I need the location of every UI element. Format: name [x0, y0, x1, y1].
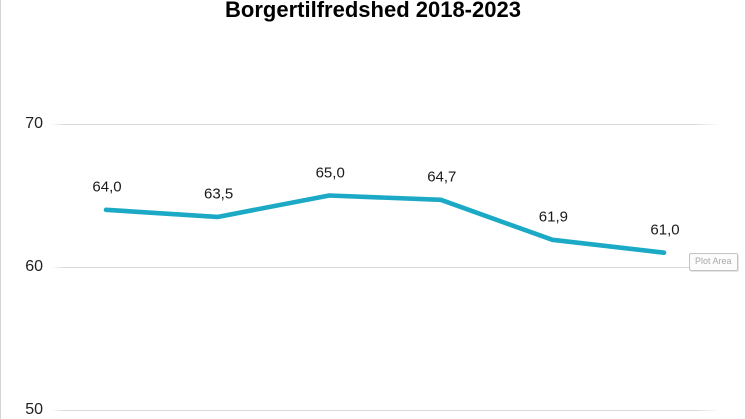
- y-axis-tick-label: 70: [25, 115, 43, 132]
- data-label: 65,0: [315, 164, 345, 181]
- data-label: 61,9: [538, 208, 568, 226]
- data-label: 61,0: [650, 221, 680, 239]
- plot-area-tooltip: Plot Area: [689, 253, 738, 271]
- gridline-50: [51, 410, 720, 411]
- chart-title: Borgertilfredshed 2018-2023: [225, 0, 521, 22]
- y-axis-tick-label: 60: [25, 258, 43, 275]
- plot-area-tooltip-label: Plot Area: [695, 256, 732, 266]
- y-axis-tick-label: 50: [25, 401, 43, 418]
- data-label: 63,5: [203, 185, 234, 203]
- gridline-70: [51, 124, 720, 125]
- gridline-60: [51, 267, 720, 268]
- data-label: 64,0: [92, 178, 122, 196]
- data-label: 64,7: [427, 168, 457, 186]
- series-line: [103, 193, 667, 255]
